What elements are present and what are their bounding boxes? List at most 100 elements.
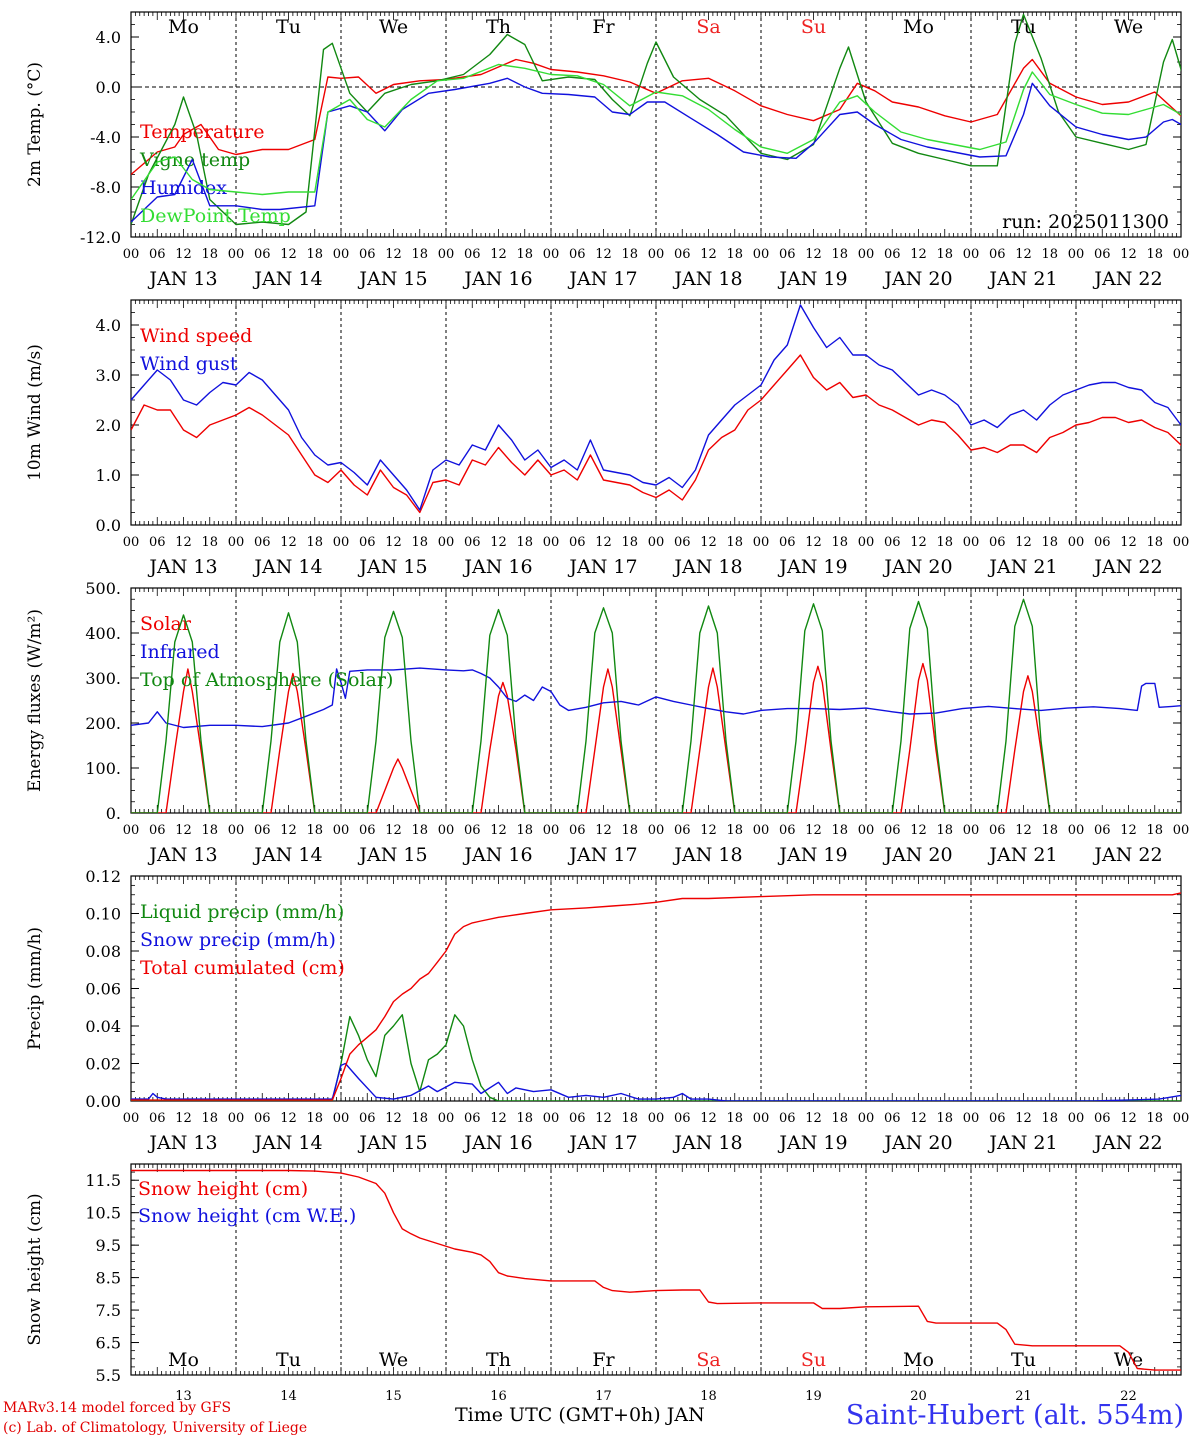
hour-tick-label: 12 xyxy=(700,247,717,262)
hour-tick-label: 06 xyxy=(884,247,901,262)
date-label: JAN 15 xyxy=(357,556,427,578)
hour-tick-label: 18 xyxy=(621,535,638,550)
series-line-dewpoint-temp xyxy=(131,63,1181,200)
hour-tick-label: 12 xyxy=(385,823,402,838)
date-label: JAN 18 xyxy=(672,268,742,290)
day-name-label: Sa xyxy=(696,1349,720,1371)
hour-tick-label: 06 xyxy=(254,247,271,262)
hour-tick-label: 06 xyxy=(149,1111,166,1126)
legend-entry: Total cumulated (cm) xyxy=(140,957,345,979)
hour-tick-label: 18 xyxy=(306,247,323,262)
hour-tick-label: 00 xyxy=(228,1111,245,1126)
hour-tick-label: 06 xyxy=(569,1111,586,1126)
hour-tick-label: 18 xyxy=(831,247,848,262)
y-tick-label: 10.5 xyxy=(85,1204,121,1223)
hour-tick-label: 00 xyxy=(333,247,350,262)
y-tick-label: 100. xyxy=(85,759,121,778)
y-tick-label: 0. xyxy=(106,804,121,823)
date-label: JAN 15 xyxy=(357,1132,427,1154)
hour-tick-label: 06 xyxy=(464,1111,481,1126)
date-label: JAN 19 xyxy=(777,268,847,290)
hour-tick-label: 00 xyxy=(1173,535,1190,550)
hour-tick-label: 06 xyxy=(359,1111,376,1126)
y-tick-label: 0.12 xyxy=(85,867,121,886)
y-tick-label: -12.0 xyxy=(80,228,121,247)
hour-tick-label: 06 xyxy=(1094,1111,1111,1126)
hour-tick-label: 06 xyxy=(149,535,166,550)
date-label: JAN 13 xyxy=(147,1132,217,1154)
hour-tick-label: 00 xyxy=(648,247,665,262)
y-tick-label: 0.0 xyxy=(96,516,121,535)
date-label: JAN 15 xyxy=(357,268,427,290)
hour-tick-label: 00 xyxy=(648,1111,665,1126)
hour-tick-label: 18 xyxy=(726,1111,743,1126)
hour-tick-label: 18 xyxy=(306,1111,323,1126)
day-number-label: 20 xyxy=(910,1389,927,1404)
hour-tick-label: 12 xyxy=(1120,535,1137,550)
hour-tick-label: 18 xyxy=(936,535,953,550)
hour-tick-label: 06 xyxy=(359,247,376,262)
hour-tick-label: 06 xyxy=(779,823,796,838)
hour-tick-label: 06 xyxy=(779,247,796,262)
y-tick-label: 0.0 xyxy=(96,78,121,97)
hour-tick-label: 12 xyxy=(595,535,612,550)
legend-entry: Liquid precip (mm/h) xyxy=(140,901,344,923)
hour-tick-label: 18 xyxy=(936,247,953,262)
hour-tick-label: 06 xyxy=(674,1111,691,1126)
hour-tick-label: 18 xyxy=(1146,1111,1163,1126)
y-tick-label: 200. xyxy=(85,714,121,733)
hour-tick-label: 06 xyxy=(1094,823,1111,838)
hour-tick-label: 00 xyxy=(438,535,455,550)
y-tick-label: 0.06 xyxy=(85,980,121,999)
hour-tick-label: 06 xyxy=(1094,247,1111,262)
hour-tick-label: 06 xyxy=(1094,535,1111,550)
hour-tick-label: 00 xyxy=(228,823,245,838)
series-line-total-cumulated-cm xyxy=(131,892,1181,1101)
hour-tick-label: 00 xyxy=(228,535,245,550)
series-line-wind-speed xyxy=(131,354,1181,514)
hour-tick-label: 18 xyxy=(516,1111,533,1126)
series-line-top-of-atmosphere-solar xyxy=(131,598,1181,813)
hour-tick-label: 06 xyxy=(254,1111,271,1126)
date-label: JAN 22 xyxy=(1092,268,1162,290)
date-label: JAN 20 xyxy=(882,1132,952,1154)
hour-tick-label: 00 xyxy=(543,247,560,262)
y-tick-label: 0.02 xyxy=(85,1055,121,1074)
hour-tick-label: 00 xyxy=(543,823,560,838)
y-axis-label: 2m Temp. (°C) xyxy=(25,62,45,187)
hour-tick-label: 00 xyxy=(333,535,350,550)
date-label: JAN 18 xyxy=(672,556,742,578)
hour-tick-label: 18 xyxy=(411,247,428,262)
hour-tick-label: 12 xyxy=(1015,823,1032,838)
date-label: JAN 15 xyxy=(357,844,427,866)
hour-tick-label: 06 xyxy=(779,535,796,550)
day-number-label: 17 xyxy=(595,1389,612,1404)
hour-tick-label: 18 xyxy=(411,823,428,838)
date-label: JAN 19 xyxy=(777,844,847,866)
hour-tick-label: 00 xyxy=(1173,1111,1190,1126)
date-label: JAN 19 xyxy=(777,1132,847,1154)
hour-tick-label: 18 xyxy=(621,1111,638,1126)
series-line-liquid-precip-mm-h xyxy=(131,1014,1181,1101)
legend-entry: Wind gust xyxy=(140,353,238,375)
hour-tick-label: 18 xyxy=(1146,247,1163,262)
hour-tick-label: 18 xyxy=(831,1111,848,1126)
hour-tick-label: 06 xyxy=(569,823,586,838)
hour-tick-label: 00 xyxy=(333,1111,350,1126)
hour-tick-label: 18 xyxy=(201,823,218,838)
date-label: JAN 21 xyxy=(987,268,1057,290)
hour-tick-label: 12 xyxy=(910,535,927,550)
hour-tick-label: 00 xyxy=(543,1111,560,1126)
hour-tick-label: 06 xyxy=(464,535,481,550)
hour-tick-label: 06 xyxy=(149,247,166,262)
day-name-label: Mo xyxy=(903,16,934,38)
y-tick-label: 300. xyxy=(85,669,121,688)
date-label: JAN 22 xyxy=(1092,844,1162,866)
hour-tick-label: 12 xyxy=(595,1111,612,1126)
hour-tick-label: 18 xyxy=(1041,535,1058,550)
series-line-humidex xyxy=(131,77,1181,223)
hour-tick-label: 18 xyxy=(1041,247,1058,262)
y-tick-label: -8.0 xyxy=(90,178,121,197)
hour-tick-label: 12 xyxy=(595,823,612,838)
hour-tick-label: 12 xyxy=(1015,535,1032,550)
